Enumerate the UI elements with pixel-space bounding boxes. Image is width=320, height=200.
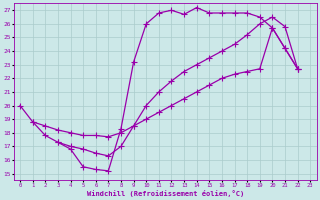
X-axis label: Windchill (Refroidissement éolien,°C): Windchill (Refroidissement éolien,°C) — [86, 190, 244, 197]
